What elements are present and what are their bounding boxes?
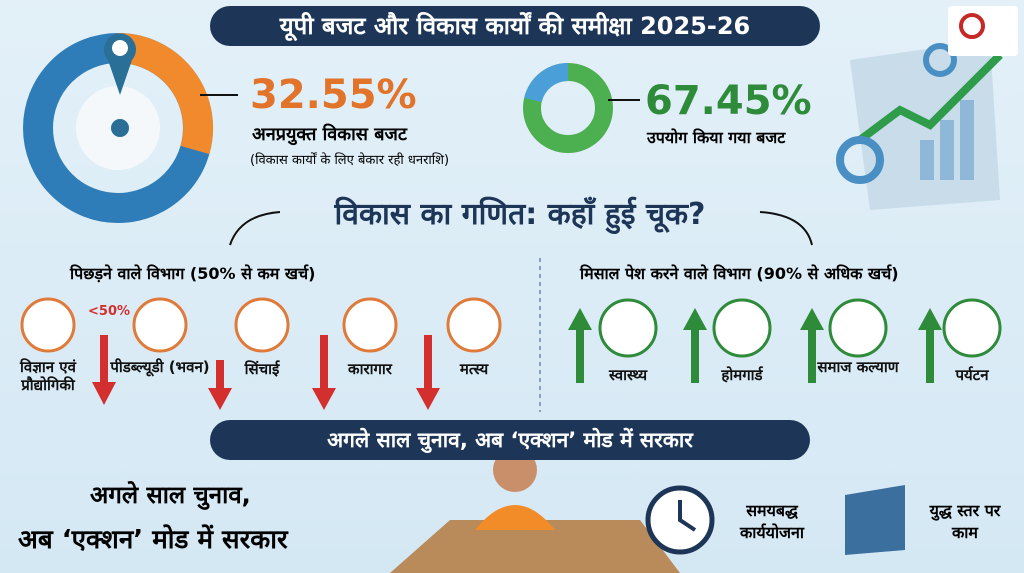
department: सिंचाई <box>244 360 280 378</box>
title: यूपी बजट और विकास कार्यों की समीक्षा 202… <box>210 6 820 46</box>
department: पर्यटन <box>955 366 989 384</box>
feature: युद्ध स्तर पर काम <box>929 501 1001 542</box>
group-title: पिछड़ने वाले विभाग (50% से कम खर्च) <box>70 264 316 283</box>
feature: समयबद्ध कार्ययोजना <box>739 501 805 542</box>
stat-value: 32.55% <box>250 72 417 118</box>
banner: अगले साल चुनाव, अब ‘एक्शन’ मोड में सरकार <box>210 420 810 460</box>
stat-label: अनप्रयुक्त विकास बजट <box>252 124 407 145</box>
department: विज्ञान एवं प्रौद्योगिकी <box>20 358 76 394</box>
section-title: विकास का गणित: कहाँ हुई चूक? <box>334 197 706 232</box>
department: पीडब्ल्यूडी (भवन) <box>110 358 210 376</box>
badge: <50% <box>88 304 131 319</box>
group-title: मिसाल पेश करने वाले विभाग (90% से अधिक ख… <box>580 264 899 283</box>
footer-line: अब ‘एक्शन’ मोड में सरकार <box>18 525 288 555</box>
department: कारागार <box>348 360 392 378</box>
department: समाज कल्याण <box>817 358 899 376</box>
stat-value: 67.45% <box>645 78 812 124</box>
department: स्वास्थ्य <box>608 366 648 384</box>
footer-line: अगले साल चुनाव, <box>90 481 251 509</box>
department: मत्स्य <box>459 360 489 378</box>
stat-label: उपयोग किया गया बजट <box>647 128 786 147</box>
department: होमगार्ड <box>721 366 763 384</box>
stat-note: (विकास कार्यों के लिए बेकार रही धनराशि) <box>250 153 450 168</box>
